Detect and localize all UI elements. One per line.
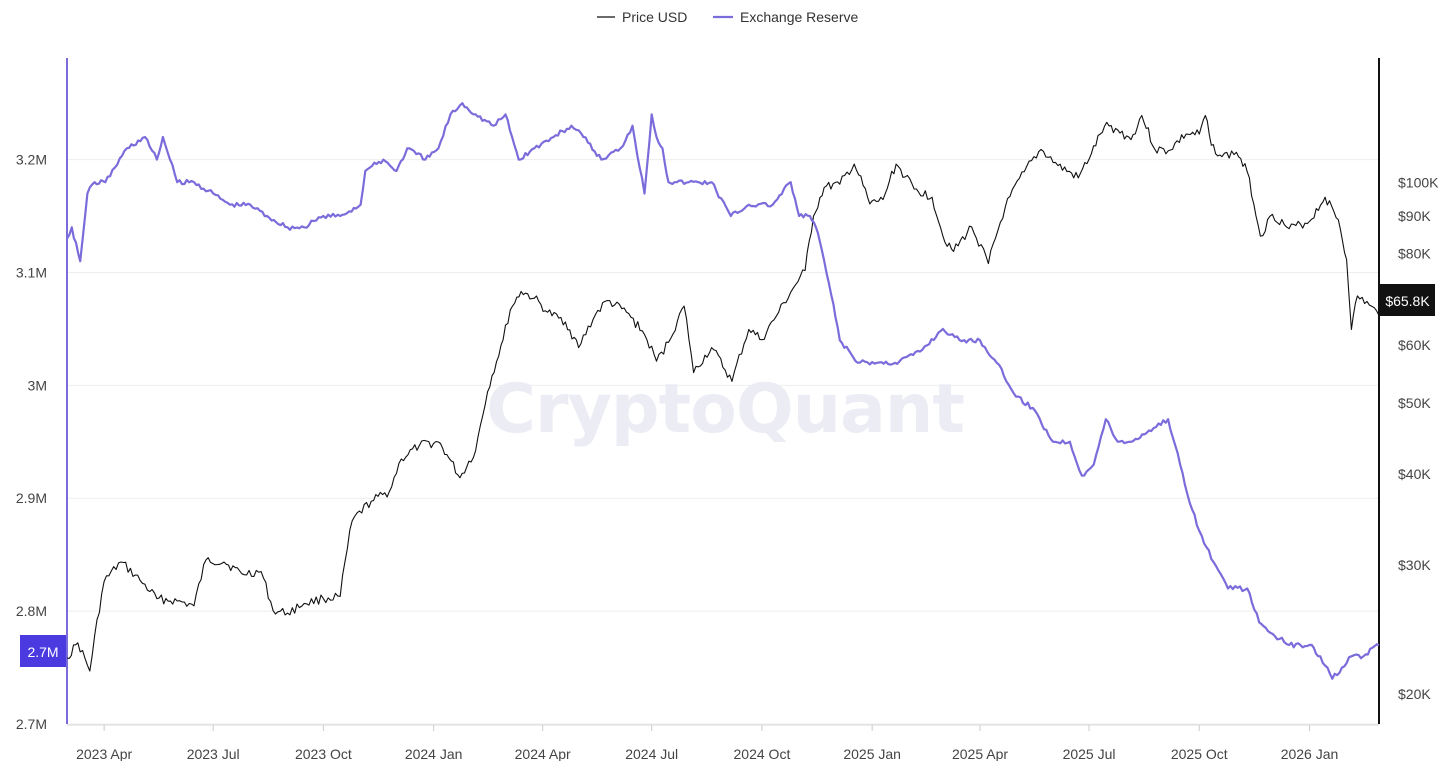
x-axis-tick-label: 2025 Jul [1063,746,1116,761]
right-axis-tick-label: $100K [1398,175,1439,191]
value-badges: 2.7M $65.8K [20,284,1435,667]
x-axis-tick-label: 2024 Oct [734,746,791,761]
x-axis-tick-label: 2024 Jul [625,746,678,761]
x-axis-tick-label: 2025 Oct [1171,746,1228,761]
left-value-badge-text: 2.7M [27,644,58,660]
x-axis-tick-label: 2026 Jan [1281,746,1339,761]
right-axis-tick-label: $30K [1398,557,1431,573]
series-lines [66,102,1380,680]
x-axis-tick-label: 2024 Jan [405,746,463,761]
left-axis-tick-label: 3.1M [16,264,47,280]
axes: 3.2M3.1M3M2.9M2.8M2.7M$100K$90K$80K$70K$… [16,58,1439,761]
left-axis-tick-label: 2.8M [16,603,47,619]
right-axis-tick-label: $20K [1398,686,1431,702]
left-axis-tick-label: 3M [28,377,47,393]
right-value-badge-text: $65.8K [1385,293,1430,309]
x-axis-tick-label: 2025 Apr [952,746,1008,761]
left-axis-tick-label: 2.9M [16,490,47,506]
right-axis-tick-label: $40K [1398,466,1431,482]
x-axis-tick-label: 2025 Jan [843,746,901,761]
grid-lines [67,159,1379,725]
right-axis-tick-label: $80K [1398,245,1431,261]
legend[interactable]: Price USD Exchange Reserve [597,9,859,25]
x-axis-tick-label: 2024 Apr [515,746,571,761]
x-axis-tick-label: 2023 Jul [187,746,240,761]
legend-price-label[interactable]: Price USD [622,9,687,25]
price-usd-line [66,114,1380,672]
exchange-reserve-line [66,102,1380,680]
left-value-badge-bg [20,635,66,667]
x-axis-tick-label: 2023 Apr [76,746,132,761]
right-axis-tick-label: $90K [1398,208,1431,224]
left-axis-tick-label: 2.7M [16,716,47,732]
right-axis-tick-label: $60K [1398,337,1431,353]
left-axis-tick-label: 3.2M [16,152,47,168]
right-value-badge-bg [1380,284,1435,316]
x-axis-tick-label: 2023 Oct [295,746,352,761]
right-axis-tick-label: $50K [1398,395,1431,411]
watermark-text: CryptoQuant [486,370,964,449]
legend-reserve-label[interactable]: Exchange Reserve [740,9,859,25]
